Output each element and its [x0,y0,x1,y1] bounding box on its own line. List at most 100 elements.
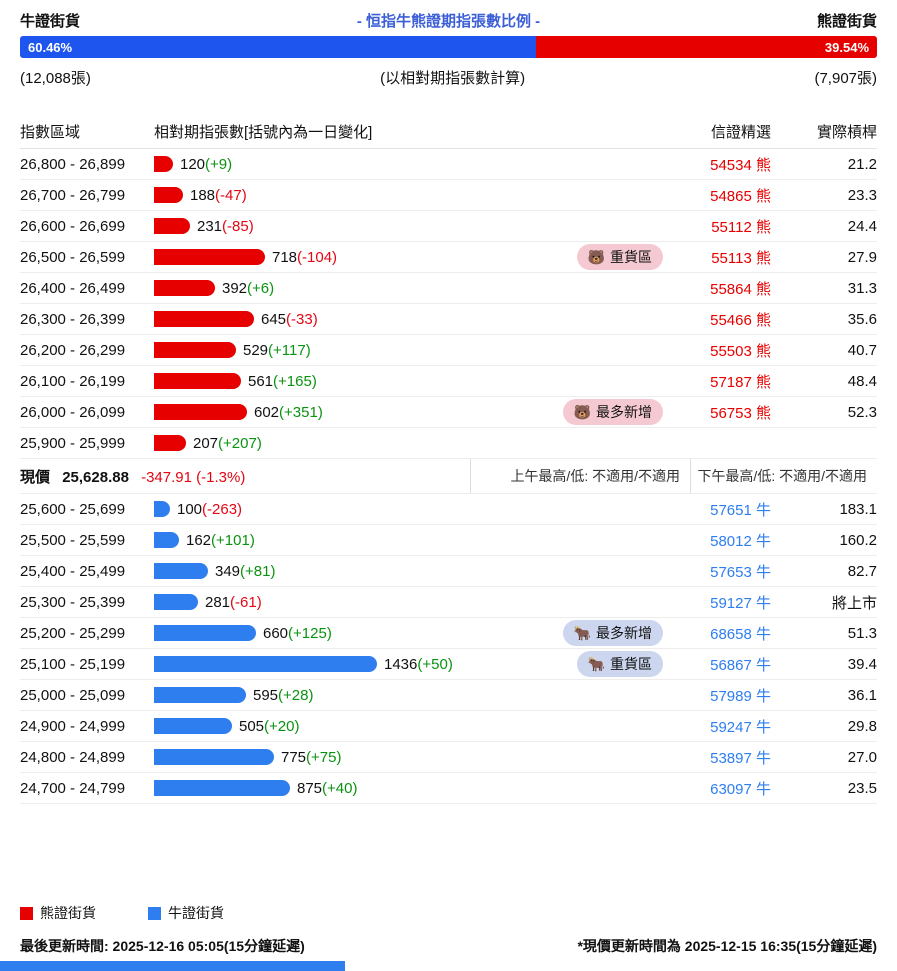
contracts-bar [154,718,232,734]
zone-badge-icon: 🐻 [573,403,591,420]
contracts-change: (+28) [278,686,314,704]
selected-code[interactable]: 57653 牛 [710,563,771,581]
contracts-text: 645(-33) [261,311,318,328]
contracts-bar [154,780,290,796]
selected-code[interactable]: 63097 牛 [710,780,771,798]
col-contracts: 相對期指張數[括號內為一日變化] [154,123,373,141]
contracts-cell: 645(-33) [154,304,679,334]
index-range: 24,700 - 24,799 [20,779,126,797]
contracts-cell: 120(+9) [154,149,679,179]
selected-code[interactable]: 55466 熊 [710,311,771,329]
legend-item-bull: 牛證街貨 [148,903,224,923]
selected-code[interactable]: 55112 熊 [711,218,771,236]
bull-legend-label: 牛證街貨 [168,905,224,921]
contracts-cell: 100(-263) [154,494,679,524]
bull-legend-swatch-icon [148,906,161,920]
selected-code[interactable]: 57651 牛 [710,501,771,519]
table-row: 26,000 - 26,099 602(+351) 🐻 最多新增 56753 熊… [20,397,877,428]
index-range: 26,700 - 26,799 [20,186,126,204]
contracts-bar [154,187,183,203]
contracts-bar [154,563,208,579]
bear-street-label: 熊證街貨 [816,12,877,30]
table-header: 指數區域 相對期指張數[括號內為一日變化] 信證精選 實際槓桿 [20,114,877,149]
contracts-cell: 188(-47) [154,180,679,210]
contracts-value: 561 [248,372,274,390]
contracts-value: 645 [261,310,287,328]
selected-code[interactable]: 56867 牛 [710,656,771,674]
selected-code[interactable]: 55864 熊 [710,280,771,298]
zone-badge-label: 最多新增 [596,625,652,641]
zone-badge-icon: 🐂 [587,655,605,672]
actual-leverage: 51.3 [847,624,877,642]
contracts-change: (+101) [211,531,255,549]
contracts-value: 529 [243,341,269,359]
contracts-bar [154,501,170,517]
table-row: 25,200 - 25,299 660(+125) 🐂 最多新增 68658 牛… [20,618,877,649]
selected-code[interactable]: 59127 牛 [710,594,771,612]
selected-code[interactable]: 55113 熊 [711,249,771,267]
contracts-value: 505 [239,717,265,735]
contracts-cell: 602(+351) 🐻 最多新增 [154,397,679,427]
contracts-cell: 231(-85) [154,211,679,241]
table-row: 26,200 - 26,299 529(+117) 55503 熊 40.7 [20,335,877,366]
bear-ratio-pct: 39.54% [824,39,869,55]
contracts-change: (-104) [297,248,338,266]
bottom-partial-bar[interactable] [0,961,345,971]
contracts-cell: 529(+117) [154,335,679,365]
contracts-cell: 875(+40) [154,773,679,803]
selected-code[interactable]: 54534 熊 [710,156,771,174]
table-row: 26,500 - 26,599 718(-104) 🐻 重貨區 55113 熊 … [20,242,877,273]
contracts-text: 231(-85) [197,218,254,235]
contracts-value: 100 [177,500,203,518]
contracts-change: (+117) [268,341,311,359]
bear-rows-section: 26,800 - 26,899 120(+9) 54534 熊 21.2 26,… [20,149,877,459]
contracts-cell: 162(+101) [154,525,679,555]
selected-code[interactable]: 56753 熊 [710,404,771,422]
contracts-change: (+20) [264,717,300,735]
actual-leverage: 48.4 [847,372,877,390]
selected-code[interactable]: 59247 牛 [710,718,771,736]
pm-high-low: 下午最高/低: 不適用/不適用 [690,459,877,493]
contracts-cell: 392(+6) [154,273,679,303]
contracts-bar [154,218,190,234]
selected-code[interactable]: 57187 熊 [710,373,771,391]
index-range: 25,500 - 25,599 [20,531,126,549]
selected-code[interactable]: 53897 牛 [710,749,771,767]
contracts-cell: 660(+125) 🐂 最多新增 [154,618,679,648]
zone-badge: 🐂 最多新增 [562,620,663,646]
contracts-text: 349(+81) [215,563,275,580]
contracts-value: 349 [215,562,241,580]
index-range: 26,500 - 26,599 [20,248,126,266]
contracts-text: 120(+9) [180,156,232,173]
contracts-bar [154,749,274,765]
contracts-cell: 775(+75) [154,742,679,772]
selected-code[interactable]: 58012 牛 [710,532,771,550]
contracts-text: 602(+351) [254,404,323,421]
table-row: 26,100 - 26,199 561(+165) 57187 熊 48.4 [20,366,877,397]
selected-code[interactable]: 57989 牛 [710,687,771,705]
table-row: 24,800 - 24,899 775(+75) 53897 牛 27.0 [20,742,877,773]
contracts-text: 595(+28) [253,687,313,704]
zone-badge: 🐻 最多新增 [562,399,663,425]
index-range: 25,300 - 25,399 [20,593,126,611]
footer: 最後更新時間: 2025-12-16 05:05(15分鐘延遲) *現價更新時間… [20,936,877,956]
selected-code[interactable]: 55503 熊 [710,342,771,360]
table-row: 25,900 - 25,999 207(+207) [20,428,877,459]
bear-total-contracts: (7,907張) [814,70,877,87]
bull-bear-ratio-bar: 60.46% 39.54% [20,36,877,58]
contracts-bar [154,280,215,296]
table-row: 25,300 - 25,399 281(-61) 59127 牛 將上市 [20,587,877,618]
contracts-text: 529(+117) [243,342,311,359]
contracts-change: (-85) [222,217,254,235]
zone-badge-icon: 🐻 [587,248,605,265]
contracts-text: 162(+101) [186,532,255,549]
actual-leverage: 29.8 [847,717,877,735]
contracts-change: (+165) [273,372,317,390]
page-title: - 恒指牛熊證期指張數比例 - [356,12,541,30]
contracts-text: 561(+165) [248,373,317,390]
totals-row: (12,088張) (以相對期指張數計算) (7,907張) [20,67,877,88]
selected-code[interactable]: 54865 熊 [710,187,771,205]
contracts-change: (-47) [215,186,247,204]
index-range: 26,300 - 26,399 [20,310,126,328]
selected-code[interactable]: 68658 牛 [710,625,771,643]
